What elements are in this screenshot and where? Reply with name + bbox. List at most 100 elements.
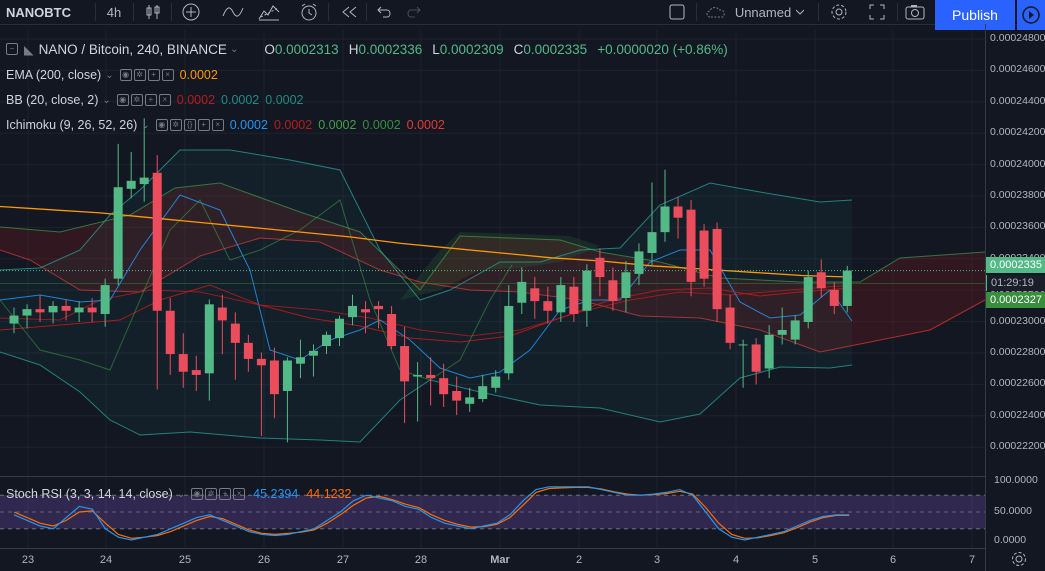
- chevron-down-icon[interactable]: ⌄: [102, 94, 111, 106]
- ichimoku-legend: Ichimoku (9, 26, 52, 26) ⌄ ◉ ✲{} + × 0.0002…: [6, 116, 445, 134]
- candle: [829, 281, 839, 314]
- candle: [269, 347, 279, 419]
- time-tick-label: 5: [811, 554, 819, 566]
- time-tick-label: 25: [178, 554, 192, 566]
- plus-icon[interactable]: +: [197, 119, 210, 131]
- chevron-down-icon[interactable]: [794, 0, 806, 24]
- gear-icon[interactable]: ✲: [130, 94, 143, 106]
- candle-body: [152, 172, 162, 311]
- candle-body: [113, 187, 123, 279]
- bb-fill: [0, 150, 852, 442]
- chevron-down-icon[interactable]: ⌄: [229, 43, 239, 55]
- eye-icon[interactable]: ◉: [116, 94, 129, 106]
- time-tick-label: 2: [575, 554, 583, 566]
- camera-icon[interactable]: [902, 0, 928, 24]
- cloud-icon: [704, 0, 728, 24]
- chart-settings-gear-icon[interactable]: [1010, 550, 1028, 568]
- redo-icon[interactable]: [400, 0, 426, 24]
- eye-icon[interactable]: ◉: [155, 119, 168, 131]
- collapse-icon[interactable]: −: [6, 43, 18, 55]
- candle: [569, 277, 579, 322]
- bb-basis-value: 0.0002: [176, 93, 216, 107]
- time-tick-label: Mar: [490, 554, 510, 566]
- bb-title[interactable]: BB (20, close, 2): [6, 93, 99, 107]
- symbol-search[interactable]: NANOBTC: [6, 4, 71, 20]
- publish-button[interactable]: Publish: [935, 0, 1015, 30]
- close-icon[interactable]: ×: [161, 69, 174, 81]
- plus-icon[interactable]: +: [147, 69, 160, 81]
- replay-icon[interactable]: [336, 0, 362, 24]
- price-tick-label: 0.00023600: [990, 220, 1045, 233]
- series-title[interactable]: NANO / Bitcoin, 240, BINANCE: [38, 41, 227, 57]
- indicators-icon[interactable]: [220, 0, 246, 24]
- candle: [595, 248, 605, 297]
- fullscreen-select-icon[interactable]: [664, 0, 690, 24]
- candle-body: [282, 360, 292, 391]
- candle-body: [530, 288, 540, 302]
- candle-body: [777, 330, 787, 335]
- time-tick-label: 7: [968, 554, 976, 566]
- secondary-price-tag: 0.0002327: [986, 292, 1045, 308]
- eye-icon[interactable]: ◉: [191, 488, 204, 500]
- candle: [660, 169, 670, 242]
- candle-body: [308, 350, 318, 356]
- candle-body: [87, 307, 97, 313]
- toolbar-divider: [95, 3, 96, 21]
- eye-icon[interactable]: ◉: [119, 69, 132, 81]
- close-icon[interactable]: ×: [233, 488, 246, 500]
- fullscreen-icon[interactable]: [864, 0, 890, 24]
- chevron-down-icon[interactable]: ⌄: [141, 119, 150, 131]
- interval-button[interactable]: 4h: [106, 4, 122, 20]
- open-value: 0.0002313: [274, 41, 339, 57]
- ichimoku-title[interactable]: Ichimoku (9, 26, 52, 26): [6, 118, 138, 132]
- layout-name[interactable]: Unnamed: [734, 4, 792, 20]
- chevron-down-icon[interactable]: ⌄: [105, 69, 114, 81]
- settings-gear-icon[interactable]: [826, 0, 852, 24]
- chevron-down-icon[interactable]: ⌄: [176, 488, 186, 500]
- candles-icon[interactable]: [140, 0, 166, 24]
- candle: [478, 374, 488, 403]
- open-label: O: [264, 41, 275, 57]
- undo-icon[interactable]: [372, 0, 398, 24]
- price-tick-label: 0.00024800: [990, 32, 1045, 44]
- plus-icon[interactable]: +: [144, 94, 157, 106]
- candle: [504, 285, 514, 380]
- candle-body: [48, 305, 58, 313]
- alert-icon[interactable]: [296, 0, 322, 24]
- bb-lower-line: [0, 351, 853, 443]
- candle-body: [686, 209, 696, 282]
- toolbar-divider: [696, 3, 697, 21]
- play-icon[interactable]: [1017, 0, 1045, 30]
- gear-icon[interactable]: ✲: [205, 488, 218, 500]
- add-indicator-icon[interactable]: [178, 0, 204, 24]
- financials-icon[interactable]: [256, 0, 282, 24]
- candle: [243, 334, 253, 372]
- candle-body: [478, 386, 488, 399]
- stoch-title[interactable]: Stoch RSI (3, 3, 14, 14, close): [6, 487, 173, 501]
- leading-span-b-value: 0.0002: [406, 118, 445, 132]
- braces-icon[interactable]: {}: [183, 119, 196, 131]
- ema-title[interactable]: EMA (200, close): [6, 68, 102, 82]
- candle-body: [230, 323, 240, 343]
- stoch-band-fill: [0, 495, 985, 529]
- gear-icon[interactable]: ✲: [133, 69, 146, 81]
- candle: [517, 267, 527, 314]
- candle-body: [74, 307, 84, 313]
- close-icon[interactable]: ×: [158, 94, 171, 106]
- bb-legend: BB (20, close, 2) ⌄ ◉ ✲ + × 0.0002 0.0002 0…: [6, 91, 304, 109]
- candle-body: [829, 289, 839, 306]
- candle-body: [348, 305, 358, 318]
- stoch-rsi-legend: Stoch RSI (3, 3, 14, 14, close) ⌄ ◉ ✲ + × 4…: [6, 485, 352, 503]
- candle-body: [126, 180, 136, 189]
- plus-icon[interactable]: +: [219, 488, 232, 500]
- candle-body: [725, 307, 735, 343]
- candle: [465, 387, 475, 412]
- candle-body: [269, 360, 279, 395]
- candle-body: [139, 177, 149, 185]
- candle-body: [243, 342, 253, 359]
- gear-icon[interactable]: ✲: [169, 119, 182, 131]
- candle: [426, 357, 436, 406]
- candle-body: [699, 230, 709, 279]
- close-icon[interactable]: ×: [211, 119, 224, 131]
